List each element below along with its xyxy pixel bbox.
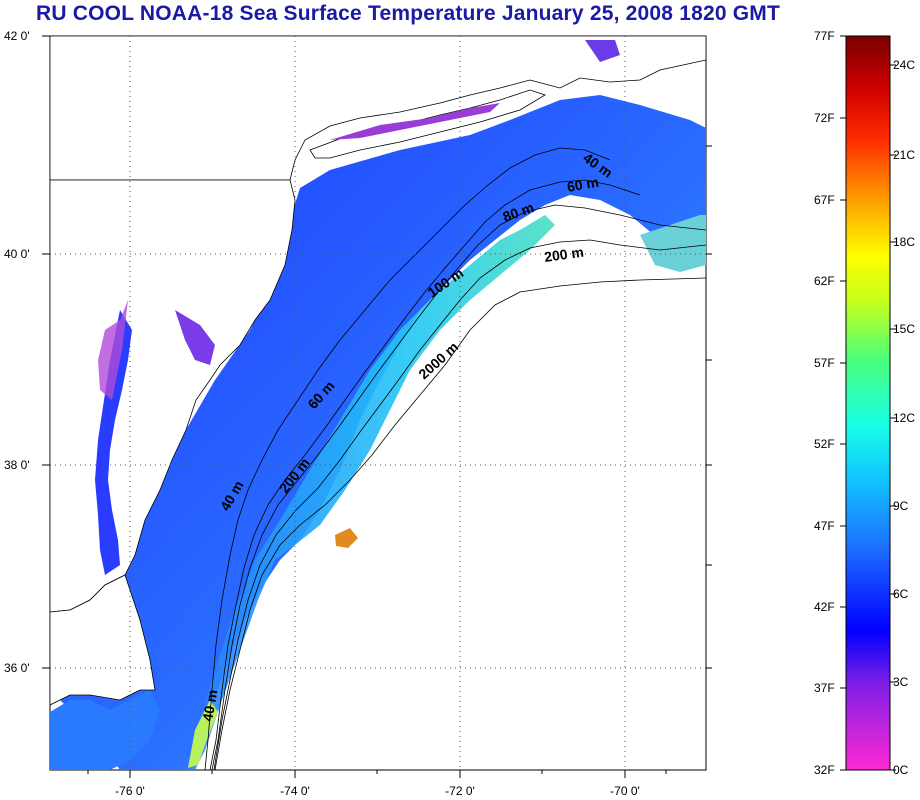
cb-c-15: 15C — [893, 322, 915, 336]
map-title: RU COOL NOAA-18 Sea Surface Temperature … — [36, 2, 781, 25]
contour-2000m — [214, 277, 706, 770]
colorbar-c-labels: 24C 21C 18C 15C 12C 9C 6C 3C 0C — [893, 58, 915, 777]
chesapeake-bay — [95, 310, 132, 575]
cb-f-57: 57F — [814, 356, 835, 370]
axis-ticks — [42, 35, 712, 778]
cb-f-42: 42F — [814, 600, 835, 614]
colorbar — [845, 35, 891, 771]
cb-c-24: 24C — [893, 58, 915, 72]
cb-f-37: 37F — [814, 681, 835, 695]
cb-f-47: 47F — [814, 519, 835, 533]
warm-water-patch — [640, 215, 706, 272]
cb-c-3: 3C — [893, 675, 909, 689]
contour-60m — [209, 179, 641, 770]
cb-f-52: 52F — [814, 437, 835, 451]
long-island-sound — [330, 103, 500, 140]
lat-label-36: 36 0' — [4, 661, 30, 675]
chesapeake-upper — [98, 300, 128, 400]
contour-200m — [213, 239, 706, 770]
bathymetry-contours — [204, 147, 706, 770]
cb-c-18: 18C — [893, 235, 915, 249]
cb-f-72: 72F — [814, 111, 835, 125]
southern-warm-edge — [188, 700, 218, 768]
colorbar-f-labels: 77F 72F 67F 62F 57F 52F 47F 42F 37F 32F — [814, 29, 835, 777]
cb-f-32: 32F — [814, 763, 835, 777]
colorbar-ticks — [840, 35, 896, 771]
cb-f-77: 77F — [814, 29, 835, 43]
contour-80m — [211, 204, 706, 770]
lon-label-76: -76 0' — [115, 784, 145, 798]
pamlico-sound — [50, 690, 160, 770]
sst-imagery — [50, 36, 706, 770]
cb-c-0: 0C — [893, 763, 909, 777]
cb-c-9: 9C — [893, 499, 909, 513]
contour-label-40m-south: 40 m — [199, 688, 220, 722]
cb-c-12: 12C — [893, 411, 915, 425]
contour-label-200m-ne: 200 m — [543, 244, 585, 265]
warm-eddy — [335, 528, 358, 548]
lon-label-70: -70 0' — [610, 784, 640, 798]
cape-cod-bay — [585, 40, 620, 62]
nc-coast-land — [50, 574, 156, 706]
cb-c-21: 21C — [893, 148, 915, 162]
lon-label-74: -74 0' — [280, 784, 310, 798]
coastal-water-band — [50, 95, 706, 770]
lon-label-72: -72 0' — [445, 784, 475, 798]
lat-label-40: 40 0' — [4, 247, 30, 261]
cb-c-6: 6C — [893, 587, 909, 601]
contour-40m — [204, 147, 611, 770]
cb-f-62: 62F — [814, 274, 835, 288]
delaware-bay — [175, 310, 215, 365]
cb-f-67: 67F — [814, 193, 835, 207]
contour-label-60m-ne: 60 m — [566, 174, 600, 195]
lat-label-38: 38 0' — [4, 458, 30, 472]
lat-label-42: 42 0' — [4, 29, 30, 43]
new-england — [50, 36, 706, 181]
